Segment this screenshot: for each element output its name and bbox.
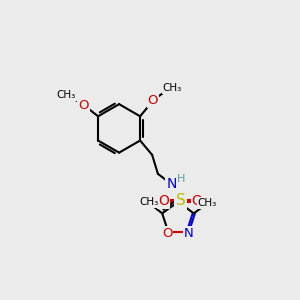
Text: CH₃: CH₃ — [139, 197, 158, 207]
Text: O: O — [192, 194, 203, 208]
Text: CH₃: CH₃ — [57, 90, 76, 100]
Text: N: N — [184, 227, 194, 240]
Text: CH₃: CH₃ — [163, 83, 182, 93]
Text: S: S — [176, 193, 185, 208]
Text: O: O — [158, 194, 169, 208]
Text: CH₃: CH₃ — [198, 198, 217, 208]
Text: N: N — [167, 177, 177, 191]
Text: H: H — [177, 174, 186, 184]
Text: O: O — [162, 227, 172, 240]
Text: O: O — [78, 99, 88, 112]
Text: O: O — [148, 94, 158, 107]
